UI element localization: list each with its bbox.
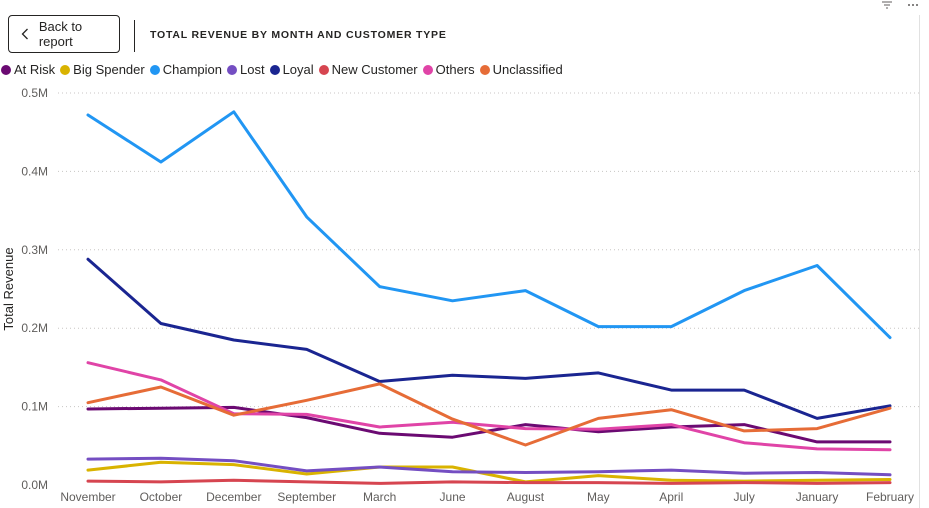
- x-tick-label: July: [734, 490, 755, 504]
- chart-legend: At Risk Big Spender Champion Lost Loyal New C…: [1, 62, 568, 77]
- legend-label: Loyal: [282, 62, 314, 77]
- back-to-report-label: Back to report: [38, 19, 83, 49]
- y-axis-label: Total Revenue: [1, 247, 16, 330]
- legend-label: Champion: [162, 62, 222, 77]
- y-tick-label: 0.4M: [21, 164, 48, 178]
- legend-item-others[interactable]: Others: [422, 62, 475, 77]
- series-line-unclassified: [86, 382, 892, 447]
- x-tick-label: December: [206, 490, 261, 504]
- legend-marker: [269, 64, 280, 75]
- x-tick-label: January: [796, 490, 839, 504]
- legend-item-at-risk[interactable]: At Risk: [1, 62, 55, 77]
- x-tick-label: February: [866, 490, 914, 504]
- x-tick-label: March: [363, 490, 396, 504]
- filter-icon[interactable]: [881, 0, 893, 10]
- legend-marker: [318, 64, 329, 75]
- legend-item-loyal[interactable]: Loyal: [269, 62, 314, 77]
- header-divider: [134, 20, 135, 52]
- legend-marker: [149, 64, 160, 75]
- legend-label: Big Spender: [73, 62, 145, 77]
- legend-label: New Customer: [331, 62, 418, 77]
- series-line-others: [86, 361, 892, 452]
- y-tick-label: 0.1M: [21, 400, 48, 414]
- x-tick-label: November: [60, 490, 115, 504]
- chart-title: TOTAL REVENUE BY MONTH AND CUSTOMER TYPE: [150, 29, 447, 41]
- legend-item-champion[interactable]: Champion: [149, 62, 222, 77]
- x-tick-label: August: [507, 490, 545, 504]
- y-tick-label: 0.3M: [21, 243, 48, 257]
- legend-marker: [60, 64, 71, 75]
- series-line-loyal: [86, 257, 892, 420]
- legend-item-new-customer[interactable]: New Customer: [318, 62, 418, 77]
- x-tick-label: May: [587, 490, 610, 504]
- x-tick-label: June: [440, 490, 466, 504]
- legend-label: Unclassified: [492, 62, 563, 77]
- series-line-new-customer: [86, 478, 892, 485]
- series-line-lost: [86, 456, 892, 477]
- legend-marker: [479, 64, 490, 75]
- legend-marker: [1, 64, 11, 75]
- visual-border: [919, 15, 920, 508]
- legend-item-big-spender[interactable]: Big Spender: [60, 62, 145, 77]
- legend-marker: [422, 64, 433, 75]
- visual-header-icons: [881, 0, 919, 10]
- legend-label: Others: [435, 62, 475, 77]
- more-options-icon[interactable]: [907, 3, 919, 7]
- x-tick-label: September: [277, 490, 336, 504]
- legend-item-lost[interactable]: Lost: [227, 62, 265, 77]
- y-tick-label: 0.5M: [21, 86, 48, 100]
- legend-item-unclassified[interactable]: Unclassified: [479, 62, 563, 77]
- chevron-left-icon: [15, 28, 35, 40]
- x-tick-label: October: [140, 490, 183, 504]
- y-tick-label: 0.2M: [21, 321, 48, 335]
- x-tick-label: April: [659, 490, 683, 504]
- legend-marker: [227, 64, 237, 75]
- series-line-big-spender: [86, 460, 892, 484]
- legend-label: At Risk: [14, 62, 56, 77]
- y-tick-label: 0.0M: [21, 478, 48, 492]
- back-to-report-button[interactable]: Back to report: [8, 15, 120, 53]
- series-line-champion: [86, 110, 892, 340]
- legend-label: Lost: [240, 62, 265, 77]
